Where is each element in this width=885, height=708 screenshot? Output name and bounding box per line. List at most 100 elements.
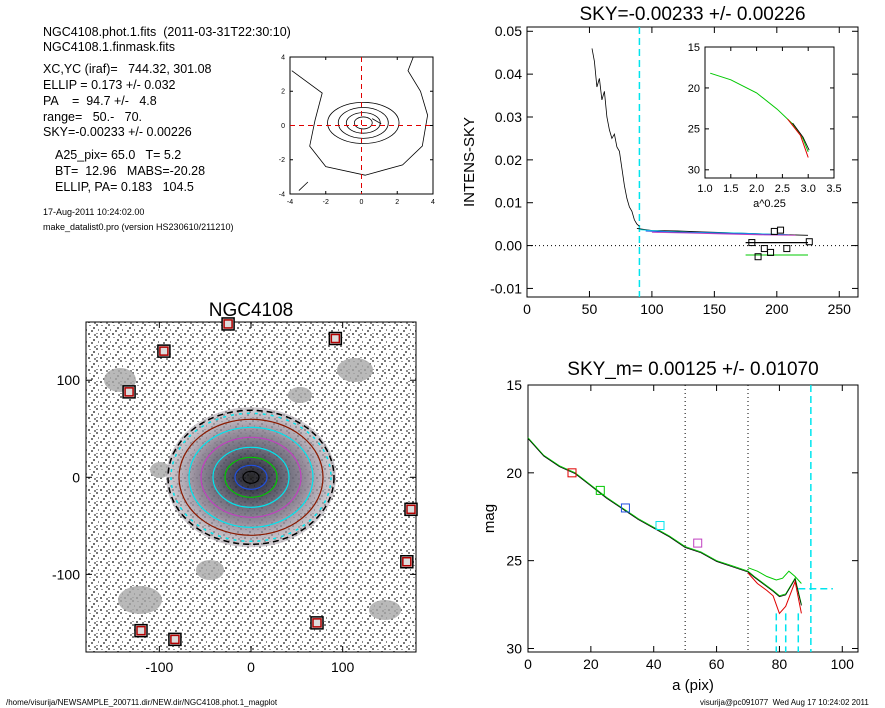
footer-user: visurija@pc091077 Wed Aug 17 10:24:02 20… bbox=[700, 698, 869, 707]
masked-region bbox=[369, 600, 401, 620]
contour-x-label: 4 bbox=[431, 199, 435, 206]
range-line: range= 50.- 70. bbox=[43, 110, 143, 124]
masked-star-inner bbox=[170, 634, 180, 645]
isophote-ellipse bbox=[178, 418, 324, 536]
inset-xlabel: a^0.25 bbox=[753, 198, 786, 210]
masked-star-box bbox=[310, 616, 324, 630]
inset-x-label: 2.0 bbox=[749, 183, 764, 195]
mag-marker-magenta bbox=[693, 538, 703, 548]
contour-line bbox=[337, 107, 389, 139]
mag-marker-red bbox=[567, 468, 577, 478]
ellip-pa-line: ELLIP, PA= 0.183 104.5 bbox=[55, 180, 194, 194]
masked-star-box bbox=[134, 623, 148, 638]
sky-y-label: 0.02 bbox=[495, 152, 522, 168]
contour-x-label: 0 bbox=[360, 199, 364, 206]
image-title: NGC4108 bbox=[209, 300, 294, 321]
sky-frame bbox=[526, 26, 859, 298]
contour-line bbox=[298, 181, 309, 191]
sky-series-blue bbox=[645, 230, 790, 236]
masked-region bbox=[288, 387, 312, 403]
program-line: make_datalist0.pro (version HS230610/211… bbox=[43, 222, 234, 232]
contour-x-label: -4 bbox=[287, 199, 293, 206]
cyan-dashed-ellipse bbox=[170, 412, 332, 543]
file-name-line: NGC4108.phot.1.fits (2011-03-31T22:30:10… bbox=[43, 25, 291, 39]
a25-line: A25_pix= 65.0 T= 5.2 bbox=[55, 148, 182, 162]
mag-y-label: 15 bbox=[506, 377, 522, 393]
mag-marker-green bbox=[595, 485, 605, 495]
mag-ylabel: mag bbox=[481, 504, 498, 533]
mag-x-label: 60 bbox=[709, 656, 725, 672]
contour-y-label: 0 bbox=[281, 123, 285, 130]
masked-star-box bbox=[404, 502, 418, 517]
mag-xlabel: a (pix) bbox=[672, 677, 714, 694]
inset-frame bbox=[704, 46, 835, 179]
isophote-ellipse bbox=[212, 446, 290, 508]
masked-star-inner bbox=[330, 333, 341, 344]
mag-y-label: 20 bbox=[506, 465, 522, 481]
masked-star-box bbox=[157, 344, 171, 358]
contour-x-label: -2 bbox=[323, 199, 329, 206]
inset-x-label: 3.0 bbox=[801, 183, 816, 195]
masked-star-inner bbox=[159, 346, 169, 356]
image-x-label: 0 bbox=[247, 659, 255, 675]
sky-x-label: 100 bbox=[640, 301, 664, 317]
inset-curve-red bbox=[787, 118, 809, 158]
masked-star-inner bbox=[136, 625, 146, 636]
mag-frame bbox=[527, 384, 859, 653]
contour-y-label: -2 bbox=[279, 157, 285, 164]
image-x-label: 100 bbox=[331, 659, 355, 675]
inset-y-label: 25 bbox=[688, 124, 700, 136]
inset-x-label: 1.5 bbox=[723, 183, 738, 195]
pa-line: PA = 94.7 +/- 4.8 bbox=[43, 94, 157, 108]
mag-marker-cyan bbox=[655, 521, 665, 531]
contour-y-label: 2 bbox=[281, 89, 285, 96]
date-line: 17-Aug-2011 10:24:02.00 bbox=[43, 207, 145, 217]
mag-curve-red bbox=[747, 572, 802, 615]
mag-marker-blue bbox=[620, 503, 630, 513]
masked-star-box bbox=[168, 632, 182, 647]
sky-profile-line bbox=[591, 48, 640, 227]
contour-x-label: 2 bbox=[395, 199, 399, 206]
sky-line: SKY=-0.00233 +/- 0.00226 bbox=[43, 125, 192, 139]
bt-line: BT= 12.96 MABS=-20.28 bbox=[55, 164, 206, 178]
sky-x-label: 150 bbox=[703, 301, 727, 317]
masked-star-inner bbox=[124, 387, 134, 397]
mag-x-label: 0 bbox=[524, 656, 532, 672]
sky-series-magenta bbox=[651, 231, 796, 236]
isophote-ellipse bbox=[188, 426, 314, 528]
contour-line bbox=[327, 101, 400, 144]
inset-y-label: 20 bbox=[688, 83, 700, 95]
mag-x-label: 80 bbox=[772, 656, 788, 672]
contour-line bbox=[353, 116, 373, 130]
masked-region bbox=[337, 358, 373, 382]
galaxy-body bbox=[166, 407, 336, 548]
masked-region bbox=[150, 462, 170, 478]
mag-x-label: 20 bbox=[583, 656, 599, 672]
masked-region bbox=[118, 586, 162, 614]
masked-star-inner bbox=[402, 556, 412, 567]
image-x-label: -100 bbox=[145, 659, 173, 675]
sky-ylabel: INTENS-SKY bbox=[461, 117, 478, 207]
sky-square-marker bbox=[783, 245, 791, 253]
sky-square-marker bbox=[777, 226, 785, 234]
sky-y-label: -0.01 bbox=[490, 280, 522, 296]
sky-x-label: 200 bbox=[765, 301, 789, 317]
ellip-line: ELLIP = 0.173 +/- 0.032 bbox=[43, 78, 176, 92]
image-y-label: 100 bbox=[57, 372, 81, 388]
mag-y-label: 25 bbox=[506, 553, 522, 569]
footer-path: /home/visurija/NEWSAMPLE_200711.dir/NEW.… bbox=[6, 698, 278, 707]
contour-line bbox=[291, 56, 429, 176]
isophote-ellipse bbox=[224, 456, 278, 498]
mag-y-label: 30 bbox=[506, 640, 522, 656]
sky-square-marker bbox=[805, 238, 813, 246]
sky-square-marker bbox=[760, 245, 768, 253]
sky-y-label: 0.03 bbox=[495, 109, 522, 125]
contour-y-label: -4 bbox=[279, 191, 285, 198]
sky-square-marker bbox=[767, 248, 775, 256]
isophote-ellipse bbox=[200, 436, 302, 518]
mag-x-label: 40 bbox=[646, 656, 662, 672]
sky-square-marker bbox=[770, 227, 778, 235]
center-line: XC,YC (iraf)= 744.32, 301.08 bbox=[43, 62, 212, 76]
contour-line bbox=[371, 118, 382, 125]
